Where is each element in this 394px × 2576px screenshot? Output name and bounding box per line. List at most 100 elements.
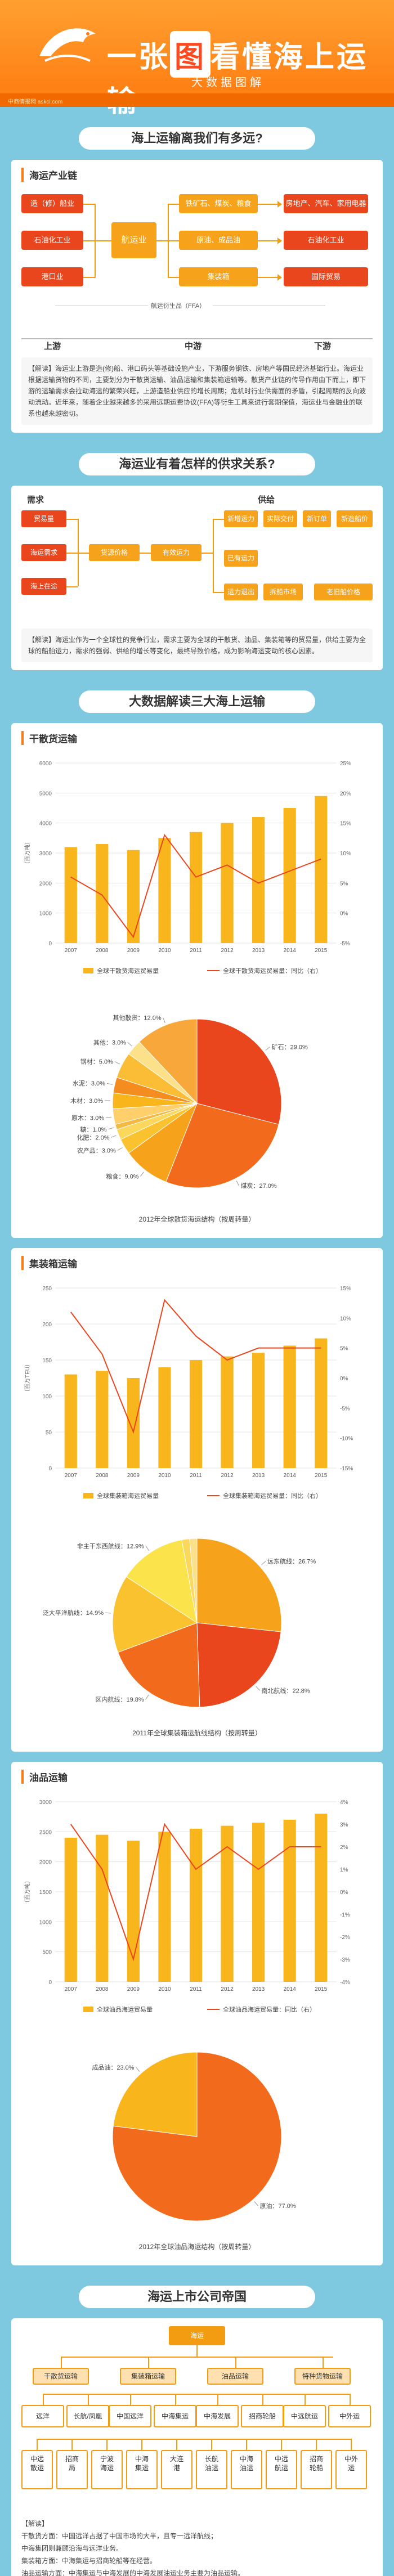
pie-slice — [112, 1576, 198, 1653]
tree-level3: 招商局 — [56, 2450, 88, 2489]
slice-label: 泛大平洋航线：14.9% — [43, 1609, 104, 1617]
connector-line — [148, 2357, 149, 2368]
pie-slice — [128, 1102, 198, 1183]
leader-line — [254, 2201, 258, 2206]
legend-swatch — [83, 1493, 93, 1498]
y-tick-label: 150 — [42, 1358, 52, 1364]
connector-line — [350, 2394, 351, 2405]
y2-tick-label: 0% — [340, 1376, 348, 1382]
y2-tick-label: -3% — [340, 1957, 350, 1963]
bar — [252, 817, 265, 943]
y-tick-label: 2500 — [39, 1829, 52, 1835]
bar — [252, 1823, 265, 1982]
tree-level3: 中海 油运 — [231, 2450, 262, 2489]
y2-tick-label: 2% — [340, 1845, 348, 1851]
leader-line — [163, 1017, 165, 1023]
legend-label: 全球集装箱海运贸易量 — [97, 1492, 159, 1500]
y-tick-label: 3000 — [39, 851, 52, 857]
bar — [158, 1832, 171, 1982]
x-tick-label: 2015 — [315, 948, 328, 954]
midstream-item: 铁矿石、煤炭、粮食 — [179, 194, 258, 213]
downstream-item: 石油化工业 — [284, 231, 368, 250]
y2-tick-label: -2% — [340, 1935, 350, 1941]
bar — [96, 1834, 109, 1982]
pie-slice — [165, 1103, 279, 1188]
y2-tick-label: 0% — [340, 1890, 348, 1896]
legend-label: 全球油品海运贸易量：同比（右） — [223, 2005, 316, 2013]
ffa-note: 航运衍生品（FFA） — [151, 303, 206, 309]
bar — [96, 1371, 109, 1468]
slice-label: 南北航线：22.8% — [262, 1686, 310, 1694]
slice-label: 其他：3.0% — [93, 1039, 126, 1047]
connector-line — [323, 2357, 324, 2368]
bar — [96, 844, 109, 943]
leader-line — [117, 1147, 123, 1151]
industry-chain-diagram: 造（修）船业 石油化工业 港口业 航运业 铁矿石、煤炭、粮食 原油、成品油 集装… — [21, 189, 373, 352]
connector-line — [61, 2357, 333, 2358]
y-tick-label: 5000 — [39, 791, 52, 797]
dry-bulk-pie: 矿石：29.0% 煤炭：27.0% 粮食：9.0% 农产品：3.0% 化肥：2.0%糖：… — [70, 1014, 308, 1223]
y2-tick-label: 5% — [340, 881, 348, 887]
section-banner-4: 海运上市公司帝国 — [79, 2286, 315, 2308]
pie-slice — [126, 1539, 198, 1624]
legend-swatch — [83, 2007, 93, 2012]
upstream-item: 石油化工业 — [21, 231, 83, 250]
dolphin-icon — [39, 28, 96, 62]
supply-demand-diagram: 需求 供给 贸易量 海运需求 海上在途 货源价格 有效运力 新增运力 实际交付 … — [21, 493, 373, 623]
tree-level2: 长航/凤凰 — [66, 2405, 109, 2427]
y-axis-label: （百万TEU） — [24, 1361, 31, 1395]
stage-upstream: 上游 — [44, 342, 61, 351]
x-tick-label: 2011 — [190, 948, 202, 954]
x-tick-label: 2007 — [65, 1473, 78, 1479]
y2-tick-label: 15% — [340, 821, 351, 827]
legend-label: 全球干散货海运贸易量 — [97, 967, 159, 975]
slice-label: 远东航线：26.7% — [267, 1557, 316, 1565]
tree-level3: 中远 散运 — [21, 2450, 53, 2489]
pie-slice — [196, 1018, 282, 1125]
bar — [189, 1829, 203, 1982]
header: 一张图看懂海上运输 大数据图解 中商情报网 askci.com — [0, 0, 394, 119]
demand-head: 需求 — [27, 495, 44, 505]
connector-line — [305, 2394, 306, 2405]
legend-label: 全球油品海运贸易量 — [97, 2005, 153, 2013]
tree-level2: 中海集运 — [154, 2405, 196, 2427]
tree-level2: 中海发展 — [196, 2405, 239, 2427]
note-line: 【解读】 — [21, 2520, 49, 2528]
bar — [64, 847, 77, 943]
y-tick-label: 4000 — [39, 821, 52, 827]
connector-line — [176, 2439, 177, 2450]
bar — [252, 1353, 265, 1468]
slice-label: 粮食：9.0% — [106, 1173, 138, 1181]
x-tick-label: 2008 — [96, 1473, 109, 1479]
bar — [315, 1338, 328, 1468]
supply-item: 新增运力 — [224, 510, 258, 527]
slice-label: 化肥：2.0% — [77, 1133, 109, 1141]
pie-slice — [196, 1538, 282, 1632]
slice-label: 农产品：3.0% — [77, 1146, 116, 1154]
y-tick-label: 250 — [42, 1286, 52, 1292]
demand-item: 贸易量 — [21, 510, 66, 527]
slice-label: 成品油：23.0% — [92, 2063, 134, 2071]
leader-line — [127, 1042, 132, 1047]
x-tick-label: 2007 — [65, 1986, 78, 1992]
slice-label: 矿石：29.0% — [272, 1043, 308, 1051]
connector-line — [37, 2439, 352, 2440]
y2-tick-label: 0% — [340, 911, 348, 917]
bar — [315, 1814, 328, 1982]
x-tick-label: 2014 — [284, 948, 297, 954]
bar — [315, 796, 328, 943]
x-tick-label: 2011 — [190, 1986, 202, 1992]
bar — [158, 838, 171, 943]
tree-level2: 中国远洋 — [109, 2405, 151, 2427]
demand-item: 海上在途 — [21, 578, 66, 595]
connector-line — [281, 2439, 282, 2450]
legend-swatch — [83, 968, 93, 973]
supply-item: 运力退出 — [224, 584, 258, 600]
x-tick-label: 2014 — [284, 1473, 297, 1479]
y-tick-label: 50 — [46, 1430, 52, 1436]
supply-item: 老旧船价格 — [314, 584, 373, 600]
connector-line — [196, 2345, 198, 2357]
tree-level1: 集装箱运输 — [120, 2368, 176, 2385]
leader-line — [111, 1135, 117, 1138]
